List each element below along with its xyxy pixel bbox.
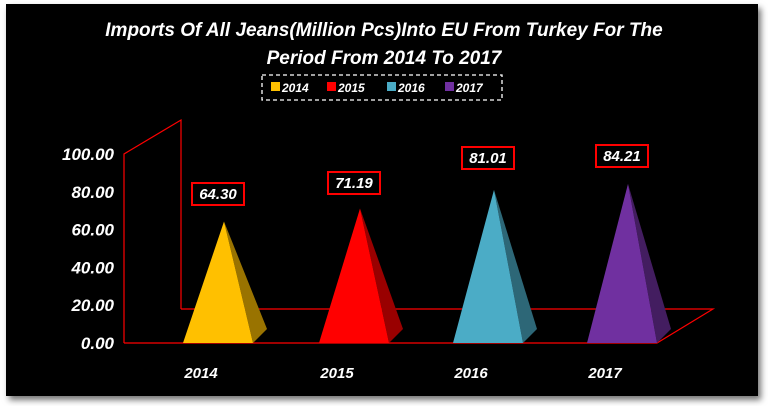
data-label-box-2014 [191, 182, 245, 206]
bar-2016 [453, 189, 523, 343]
legend-label-2014: 2014 [281, 81, 309, 95]
data-label-2017: 84.21 [603, 148, 641, 165]
legend-swatch-2017 [445, 82, 454, 91]
data-label-box-2015 [327, 171, 381, 195]
legend-swatch-2014 [271, 82, 280, 91]
bar-2015 [319, 208, 389, 343]
legend-label-2016: 2016 [397, 81, 425, 95]
y-tick-label: 0.00 [81, 334, 115, 353]
bar-2014-side [224, 221, 267, 343]
y-axis-wall [123, 118, 182, 343]
legend-box [261, 74, 503, 101]
x-tick-label-2016: 2016 [453, 365, 488, 382]
y-tick-label: 80.00 [71, 183, 114, 202]
legend-swatch-2015 [327, 82, 336, 91]
data-label-2015: 71.19 [335, 175, 373, 192]
y-tick-label: 60.00 [71, 221, 114, 240]
bar-2015-side [360, 208, 403, 343]
y-tick-label: 40.00 [70, 258, 114, 277]
data-label-box-2017 [595, 144, 649, 168]
bar-2014 [183, 221, 253, 343]
chart-title-line-1: Imports Of All Jeans(Million Pcs)Into EU… [105, 20, 663, 41]
legend-label-2017: 2017 [455, 81, 484, 95]
x-tick-label-2017: 2017 [587, 365, 622, 382]
floor-outline [124, 308, 716, 344]
x-tick-label-2015: 2015 [319, 365, 354, 382]
chart-title-line-2: Period From 2014 To 2017 [267, 48, 503, 69]
bar-2016-side [494, 189, 537, 343]
y-tick-label: 20.00 [70, 296, 114, 315]
bar-2017 [587, 183, 657, 343]
y-tick-label: 100.00 [62, 145, 115, 164]
data-label-2016: 81.01 [469, 150, 507, 167]
bar-2017-side [628, 183, 671, 343]
legend-swatch-2016 [387, 82, 396, 91]
data-label-box-2016 [461, 146, 515, 170]
legend-label-2015: 2015 [337, 81, 365, 95]
data-label-2014: 64.30 [199, 186, 237, 203]
x-tick-label-2014: 2014 [183, 365, 218, 382]
